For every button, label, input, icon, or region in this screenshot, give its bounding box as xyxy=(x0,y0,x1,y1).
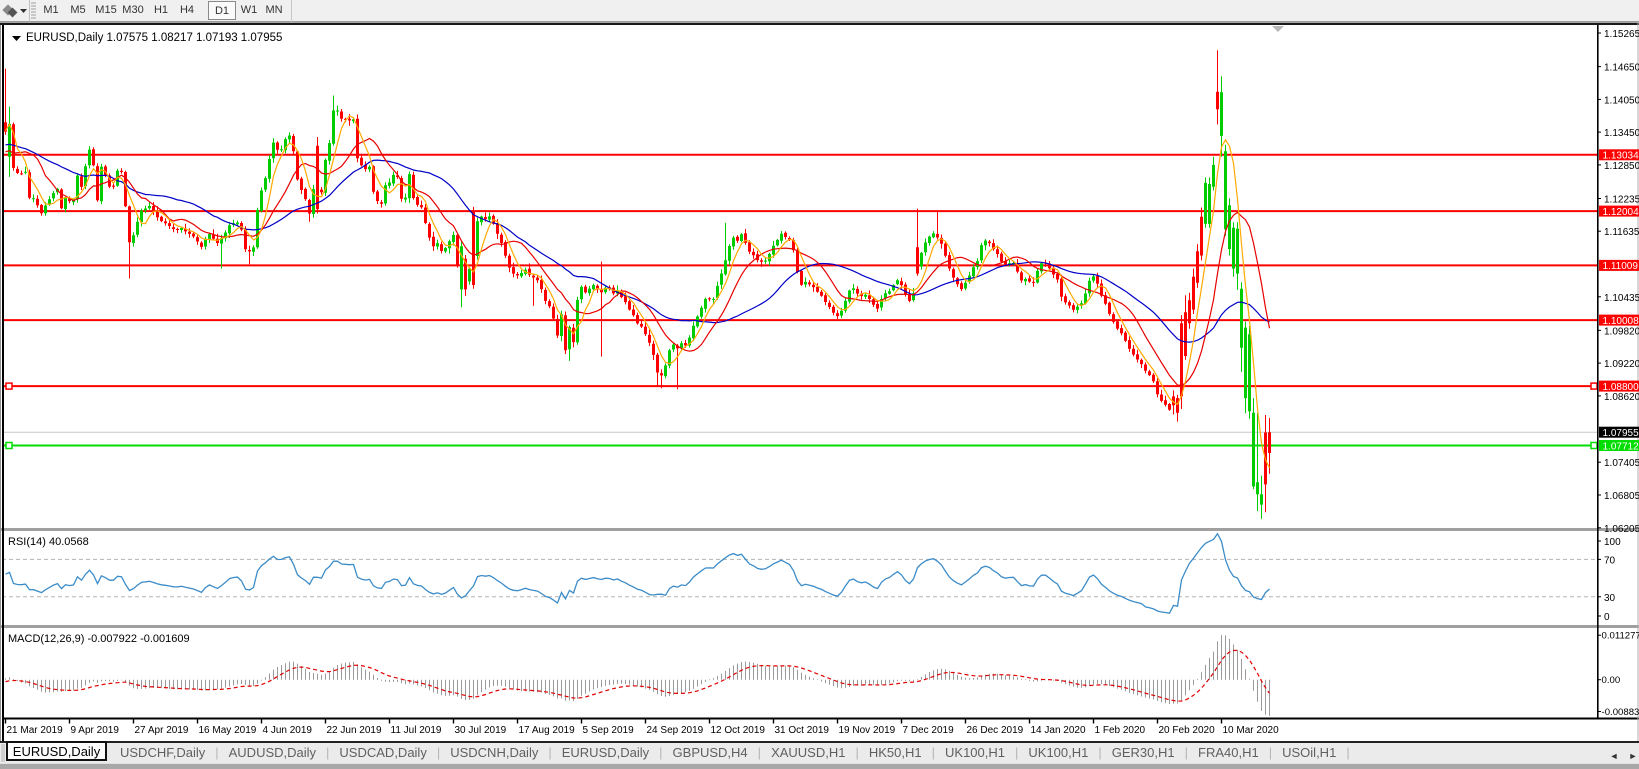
svg-text:7 Dec 2019: 7 Dec 2019 xyxy=(903,725,955,736)
svg-text:0: 0 xyxy=(1604,612,1610,623)
svg-text:1.08800: 1.08800 xyxy=(1603,382,1639,393)
svg-text:20 Feb 2020: 20 Feb 2020 xyxy=(1159,725,1216,736)
svg-text:1.13034: 1.13034 xyxy=(1603,151,1639,162)
svg-text:100: 100 xyxy=(1604,537,1621,548)
svg-text:1.08620: 1.08620 xyxy=(1604,392,1639,403)
svg-text:1.06805: 1.06805 xyxy=(1604,491,1639,502)
svg-text:10 Mar 2020: 10 Mar 2020 xyxy=(1223,725,1280,736)
svg-text:EURUSD,Daily 1.07575 1.08217: EURUSD,Daily 1.07575 1.08217 1.07193 1.0… xyxy=(26,32,282,44)
svg-text:4 Jun 2019: 4 Jun 2019 xyxy=(263,725,313,736)
svg-text:MACD(12,26,9) -0.007922 -0.001: MACD(12,26,9) -0.007922 -0.001609 xyxy=(8,633,190,645)
svg-text:14 Jan 2020: 14 Jan 2020 xyxy=(1031,725,1086,736)
svg-text:1 Feb 2020: 1 Feb 2020 xyxy=(1095,725,1146,736)
svg-text:70: 70 xyxy=(1604,555,1616,566)
svg-text:31 Oct 2019: 31 Oct 2019 xyxy=(775,725,830,736)
svg-text:1.06205: 1.06205 xyxy=(1604,524,1639,535)
svg-text:-0.00883: -0.00883 xyxy=(1602,707,1639,718)
svg-text:1.07712: 1.07712 xyxy=(1603,441,1639,452)
svg-text:11 Jul 2019: 11 Jul 2019 xyxy=(391,725,442,736)
svg-text:5 Sep 2019: 5 Sep 2019 xyxy=(583,725,635,736)
svg-text:1.12850: 1.12850 xyxy=(1604,161,1639,172)
svg-text:9 Apr 2019: 9 Apr 2019 xyxy=(71,725,120,736)
svg-text:27 Apr 2019: 27 Apr 2019 xyxy=(135,725,189,736)
svg-text:19 Nov 2019: 19 Nov 2019 xyxy=(839,725,896,736)
svg-text:12 Oct 2019: 12 Oct 2019 xyxy=(711,725,766,736)
svg-text:30: 30 xyxy=(1604,593,1616,604)
svg-text:1.12004: 1.12004 xyxy=(1603,207,1639,218)
svg-text:1.14050: 1.14050 xyxy=(1604,95,1639,106)
svg-text:1.11009: 1.11009 xyxy=(1603,261,1639,272)
svg-text:1.10008: 1.10008 xyxy=(1603,316,1639,327)
svg-text:1.11635: 1.11635 xyxy=(1604,227,1639,238)
svg-text:1.09220: 1.09220 xyxy=(1604,359,1639,370)
svg-text:1.12235: 1.12235 xyxy=(1604,195,1639,206)
svg-text:1.07955: 1.07955 xyxy=(1603,428,1639,439)
svg-text:1.14650: 1.14650 xyxy=(1604,63,1639,74)
svg-text:24 Sep 2019: 24 Sep 2019 xyxy=(647,725,704,736)
svg-text:30 Jul 2019: 30 Jul 2019 xyxy=(455,725,507,736)
svg-text:1.15265: 1.15265 xyxy=(1604,29,1639,40)
svg-text:1.13450: 1.13450 xyxy=(1604,128,1639,139)
svg-text:21 Mar 2019: 21 Mar 2019 xyxy=(7,725,64,736)
svg-text:RSI(14) 40.0568: RSI(14) 40.0568 xyxy=(8,536,89,548)
svg-text:22 Jun 2019: 22 Jun 2019 xyxy=(327,725,382,736)
svg-text:0.011277: 0.011277 xyxy=(1602,631,1639,642)
svg-text:1.09820: 1.09820 xyxy=(1604,326,1639,337)
svg-text:16 May 2019: 16 May 2019 xyxy=(199,725,257,736)
svg-text:17 Aug 2019: 17 Aug 2019 xyxy=(519,725,576,736)
svg-text:0.00: 0.00 xyxy=(1602,675,1621,686)
svg-text:1.07405: 1.07405 xyxy=(1604,458,1639,469)
svg-text:1.10435: 1.10435 xyxy=(1604,293,1639,304)
svg-text:26 Dec 2019: 26 Dec 2019 xyxy=(967,725,1024,736)
